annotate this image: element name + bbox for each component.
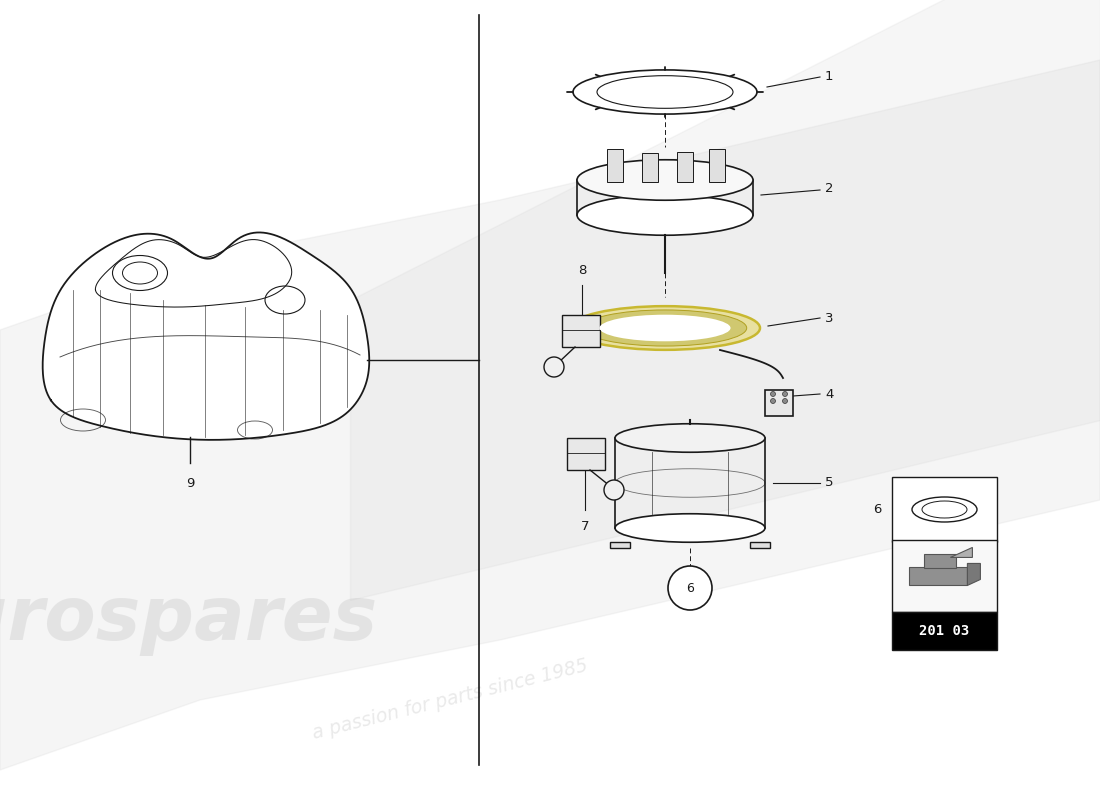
Text: 201 03: 201 03 — [920, 624, 969, 638]
FancyBboxPatch shape — [676, 152, 693, 182]
Ellipse shape — [615, 514, 764, 542]
FancyBboxPatch shape — [764, 390, 793, 416]
FancyBboxPatch shape — [910, 567, 967, 586]
FancyBboxPatch shape — [892, 540, 997, 612]
FancyBboxPatch shape — [562, 315, 600, 347]
Polygon shape — [610, 542, 630, 548]
Text: 4: 4 — [825, 387, 834, 401]
Polygon shape — [750, 542, 770, 548]
FancyBboxPatch shape — [924, 554, 956, 569]
Text: 6: 6 — [686, 582, 694, 594]
Text: 6: 6 — [873, 503, 882, 516]
Text: 1: 1 — [825, 70, 834, 82]
FancyBboxPatch shape — [607, 149, 623, 182]
FancyBboxPatch shape — [710, 149, 725, 182]
FancyBboxPatch shape — [642, 153, 658, 182]
Circle shape — [782, 391, 788, 397]
Ellipse shape — [597, 76, 733, 108]
Circle shape — [604, 480, 624, 500]
Ellipse shape — [573, 70, 757, 114]
Circle shape — [782, 398, 788, 403]
Circle shape — [770, 398, 776, 403]
FancyBboxPatch shape — [566, 438, 605, 470]
Text: 5: 5 — [825, 477, 834, 490]
FancyBboxPatch shape — [892, 612, 997, 650]
Polygon shape — [43, 233, 370, 440]
Circle shape — [770, 391, 776, 397]
Circle shape — [668, 566, 712, 610]
Text: a passion for parts since 1985: a passion for parts since 1985 — [310, 657, 590, 743]
Ellipse shape — [578, 160, 754, 200]
Polygon shape — [950, 547, 972, 558]
Text: 8: 8 — [578, 264, 586, 277]
Text: 9: 9 — [186, 477, 195, 490]
Circle shape — [544, 357, 564, 377]
Polygon shape — [967, 563, 980, 586]
Text: eurospares: eurospares — [0, 583, 377, 657]
Ellipse shape — [615, 424, 764, 452]
Text: 2: 2 — [825, 182, 834, 195]
FancyBboxPatch shape — [892, 477, 997, 542]
Ellipse shape — [570, 306, 760, 350]
Ellipse shape — [578, 194, 754, 235]
Text: 3: 3 — [825, 311, 834, 325]
Text: 7: 7 — [581, 520, 590, 533]
Ellipse shape — [600, 314, 730, 342]
Ellipse shape — [583, 310, 747, 346]
